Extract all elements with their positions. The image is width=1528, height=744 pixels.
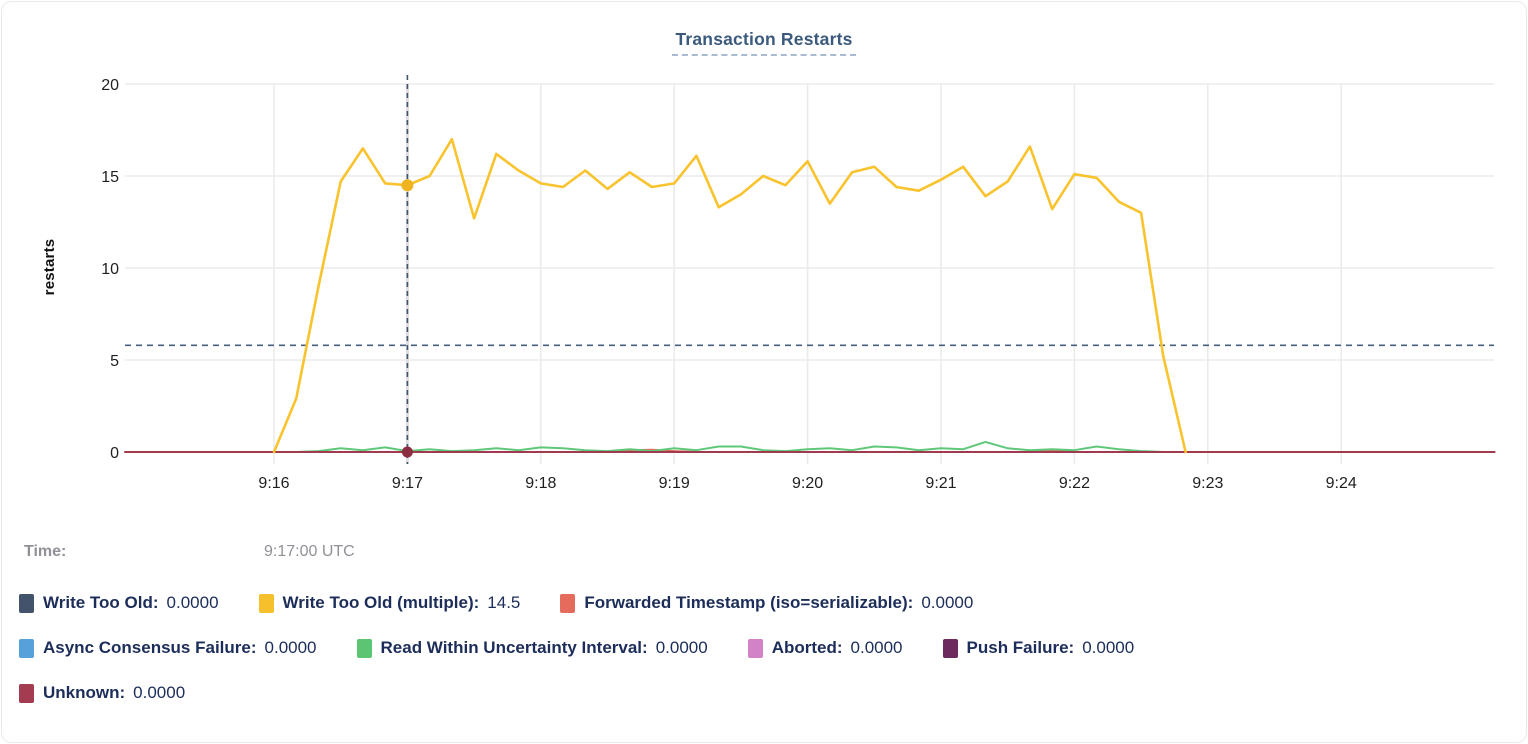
x-tick-label: 9:24: [1326, 475, 1357, 492]
hover-point-unknown: [401, 446, 413, 458]
legend-swatch-icon: [560, 593, 576, 613]
legend-value: 0.0000: [655, 638, 708, 657]
hover-time-value: 9:17:00 UTC: [264, 543, 355, 560]
legend-label: Forwarded Timestamp (iso=serializable):: [584, 593, 914, 612]
legend-value: 0.0000: [133, 683, 186, 702]
legend-item: Write Too Old (multiple): 14.5: [258, 593, 521, 613]
legend-value: 0.0000: [850, 638, 903, 657]
hover-time-label: Time:: [24, 543, 67, 560]
legend-row: Async Consensus Failure: 0.0000 Read Withi…: [19, 636, 1134, 660]
legend-item: Unknown: 0.0000: [19, 683, 185, 703]
x-tick-label: 9:22: [1059, 475, 1090, 492]
legend-item: Push Failure: 0.0000: [942, 638, 1135, 658]
legend-value: 0.0000: [264, 638, 317, 657]
x-tick-label: 9:16: [258, 475, 289, 492]
y-tick-label: 20: [101, 77, 119, 94]
y-tick-label: 5: [110, 353, 119, 370]
x-tick-label: 9:21: [925, 475, 956, 492]
legend-value: 0.0000: [1082, 638, 1135, 657]
line-chart-plot-area[interactable]: 0 5 10 15 20 9:16 9:17 9:18 9:19 9:20 9:21 9:22 9:23…: [2, 2, 1528, 522]
legend-value: 14.5: [487, 593, 521, 612]
legend-value: 0.0000: [921, 593, 974, 612]
legend-label: Push Failure:: [966, 638, 1075, 657]
legend-label: Aborted:: [771, 638, 843, 657]
legend-swatch-icon: [356, 638, 372, 658]
legend-swatch-icon: [19, 683, 34, 703]
legend-label: Write Too Old (multiple):: [282, 593, 480, 612]
legend-swatch-icon: [19, 638, 34, 658]
x-tick-label: 9:20: [792, 475, 823, 492]
x-tick-label: 9:18: [525, 475, 556, 492]
legend-value: 0.0000: [166, 593, 219, 612]
legend-label: Read Within Uncertainty Interval:: [380, 638, 648, 657]
y-tick-label: 0: [110, 445, 119, 462]
legend-item: Write Too Old: 0.0000: [19, 593, 219, 613]
legend-swatch-icon: [19, 593, 34, 613]
legend-item: Async Consensus Failure: 0.0000: [19, 638, 317, 658]
legend-item: Aborted: 0.0000: [747, 638, 903, 658]
series-line: [272, 137, 1187, 454]
y-tick-label: 15: [101, 169, 119, 186]
legend-label: Async Consensus Failure:: [43, 638, 257, 657]
legend-label: Unknown:: [43, 683, 126, 702]
legend-swatch-icon: [747, 638, 763, 658]
hover-point-write-too-old-multiple: [401, 179, 414, 192]
hover-time-row: Time: 9:17:00 UTC: [24, 543, 1528, 565]
legend-item: Forwarded Timestamp (iso=serializable): 0…: [560, 593, 973, 613]
legend-item: Read Within Uncertainty Interval: 0.0000: [356, 638, 708, 658]
x-tick-label: 9:23: [1192, 475, 1223, 492]
y-tick-label: 10: [101, 261, 119, 278]
chart-title-wrap: Transaction Restarts: [2, 29, 1526, 56]
legend-label: Write Too Old:: [43, 593, 159, 612]
legend-row: Unknown: 0.0000: [19, 681, 185, 705]
legend-row: Write Too Old: 0.0000 Write Too Old (multi…: [19, 591, 973, 615]
x-tick-label: 9:19: [659, 475, 690, 492]
legend-swatch-icon: [258, 593, 274, 613]
x-tick-label: 9:17: [392, 475, 423, 492]
chart-title[interactable]: Transaction Restarts: [672, 29, 856, 56]
legend-swatch-icon: [942, 638, 958, 658]
series-line: [273, 440, 1187, 453]
